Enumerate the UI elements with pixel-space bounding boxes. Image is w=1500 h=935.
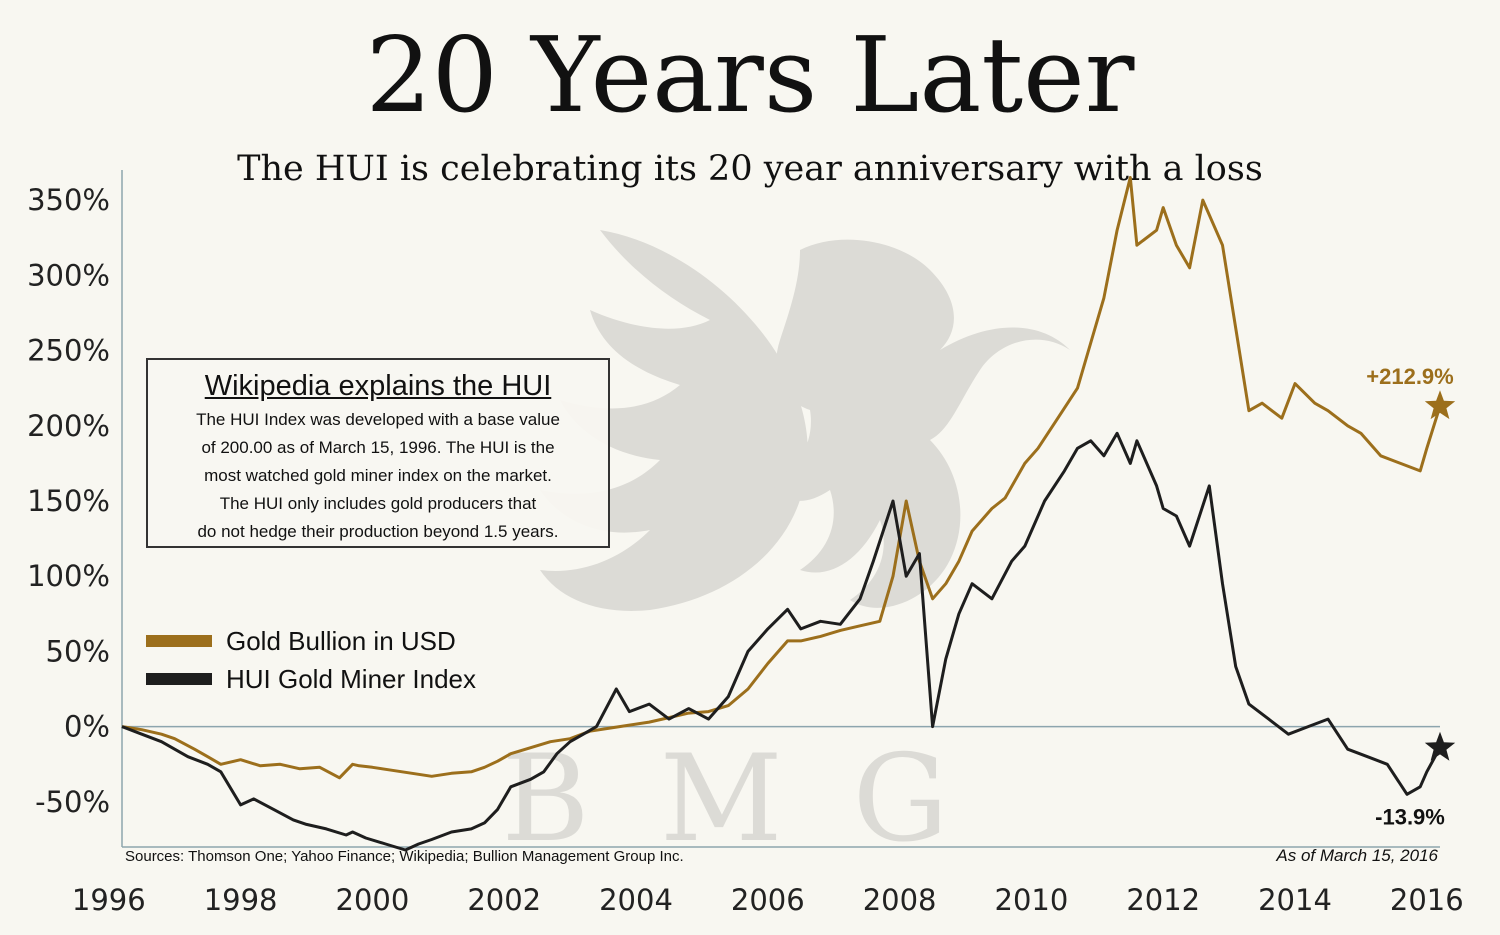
legend-label-hui: HUI Gold Miner Index: [226, 664, 476, 694]
bmg-watermark: BMG: [502, 230, 1070, 869]
info-box-title: Wikipedia explains the HUI: [204, 370, 552, 402]
chart-title: 20 Years Later: [365, 14, 1135, 136]
hui-end-star: [1424, 731, 1456, 761]
sources-note: Sources: Thomson One; Yahoo Finance; Wik…: [125, 848, 684, 865]
y-tick-label: 350%: [27, 183, 110, 217]
x-tick-label: 2016: [1390, 883, 1464, 917]
x-tick-label: 1996: [72, 883, 146, 917]
as-of-date: As of March 15, 2016: [1276, 846, 1438, 865]
x-tick-label: 2014: [1258, 883, 1332, 917]
chart-subtitle: The HUI is celebrating its 20 year anniv…: [237, 149, 1263, 189]
series-lines: [121, 176, 1442, 852]
wikipedia-info-box: Wikipedia explains the HUI The HUI Index…: [146, 358, 610, 548]
y-tick-label: 100%: [27, 559, 110, 593]
griffin-head-mark: [770, 239, 1070, 608]
hui-end-label: -13.9%: [1375, 805, 1445, 830]
x-axis-ticks: 1996 1998 2000 2002 2004 2006 2008 2010 2012 2014…: [72, 883, 1464, 917]
x-tick-label: 2010: [995, 883, 1069, 917]
x-tick-label: 2006: [731, 883, 805, 917]
x-tick-label: 2008: [863, 883, 937, 917]
legend-swatch-gold: [146, 635, 212, 647]
legend-swatch-hui: [146, 673, 212, 685]
x-tick-label: 2004: [599, 883, 673, 917]
y-tick-label: 250%: [27, 334, 110, 368]
legend-label-gold: Gold Bullion in USD: [226, 626, 456, 656]
x-tick-label: 2000: [336, 883, 410, 917]
y-tick-label: -50%: [35, 785, 110, 819]
y-tick-label: 50%: [46, 634, 110, 668]
gold-end-label: +212.9%: [1366, 364, 1453, 389]
watermark-text: BMG: [502, 730, 1019, 869]
gold-end-star: [1424, 390, 1456, 420]
y-tick-label: 150%: [27, 484, 110, 518]
y-tick-label: 0%: [64, 710, 110, 744]
x-tick-label: 2002: [467, 883, 541, 917]
x-tick-label: 2012: [1126, 883, 1200, 917]
y-axis-ticks: -50% 0% 50% 100% 150% 200% 250% 300% 350%: [27, 183, 110, 819]
x-tick-label: 1998: [204, 883, 278, 917]
end-markers: +212.9% -13.9%: [1366, 364, 1456, 830]
gold-series-line: [121, 176, 1442, 780]
y-tick-label: 300%: [27, 258, 110, 292]
hui-series-line: [121, 431, 1442, 852]
info-box-text: The HUI Index was developed with a base …: [196, 410, 560, 541]
y-tick-label: 200%: [27, 409, 110, 443]
